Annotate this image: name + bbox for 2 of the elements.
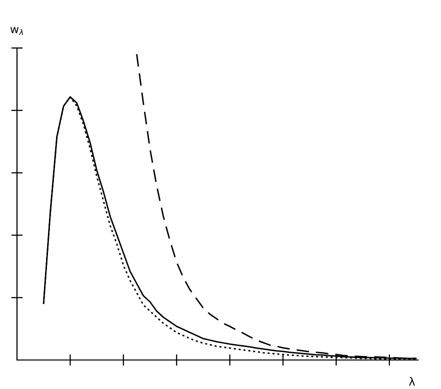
x-axis-title: λ — [409, 377, 415, 386]
y-axis-title: w$_{λ}$ — [10, 27, 23, 35]
